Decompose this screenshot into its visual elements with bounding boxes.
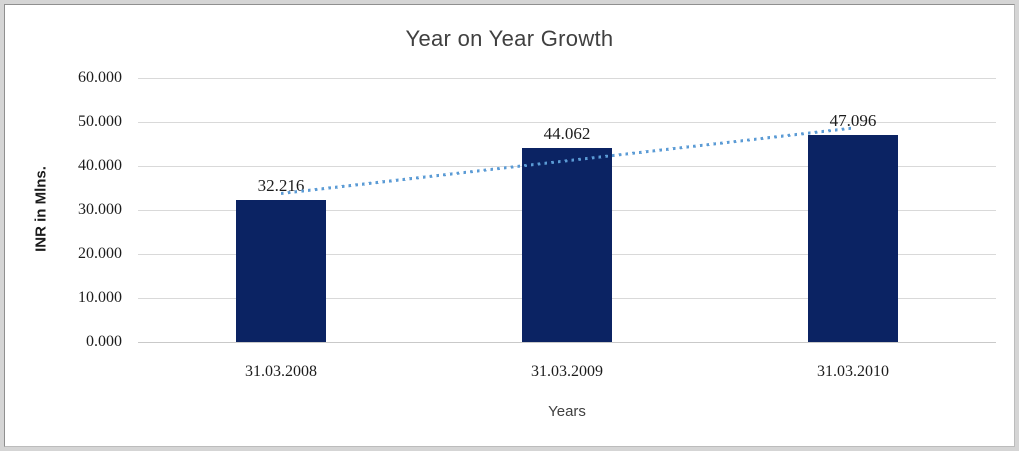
- gridline: [138, 78, 996, 79]
- x-category-label: 31.03.2008: [245, 363, 317, 380]
- bar: [236, 200, 326, 342]
- gridline: [138, 122, 996, 123]
- x-category-label: 31.03.2009: [531, 363, 603, 380]
- y-tick-label: 50.000: [78, 113, 122, 130]
- y-axis-title: INR in Mlns.: [32, 166, 50, 252]
- bar-value-label: 47.096: [829, 110, 877, 130]
- y-tick-label: 60.000: [78, 69, 122, 86]
- y-tick-label: 20.000: [78, 245, 122, 262]
- chart-title: Year on Year Growth: [405, 26, 614, 51]
- bar-value-label: 44.062: [543, 124, 591, 144]
- y-tick-label: 40.000: [78, 157, 122, 174]
- x-category-label: 31.03.2010: [817, 363, 889, 380]
- bar: [522, 148, 612, 342]
- bar: [808, 134, 898, 342]
- y-tick-label: 10.000: [78, 289, 122, 306]
- y-tick-label: 0.000: [86, 333, 122, 350]
- gridline: [138, 342, 996, 343]
- x-axis-title: Years: [548, 403, 586, 420]
- y-tick-label: 30.000: [78, 201, 122, 218]
